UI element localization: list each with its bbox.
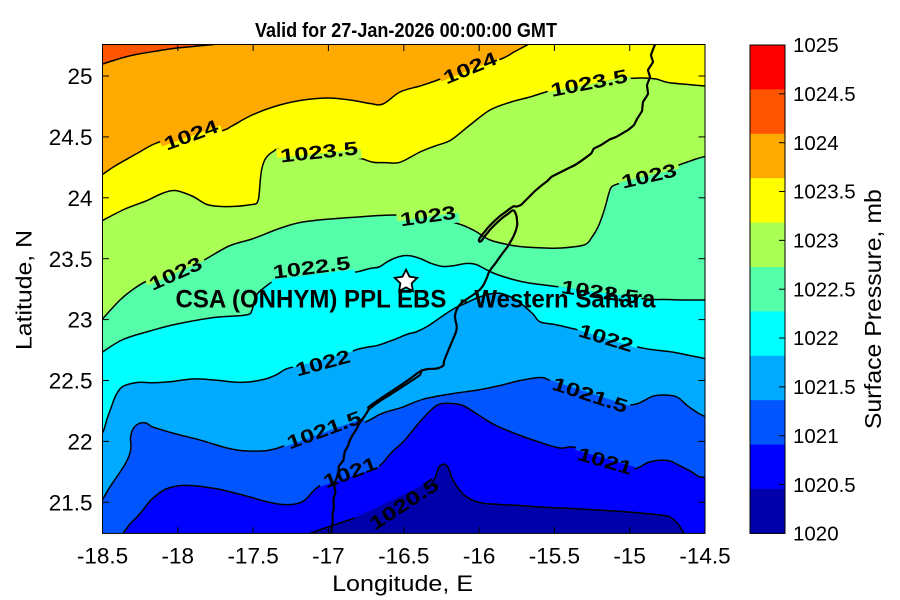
- svg-text:-15.5: -15.5: [529, 544, 580, 569]
- svg-text:1021: 1021: [793, 425, 839, 448]
- svg-text:-14.5: -14.5: [679, 544, 730, 569]
- svg-text:-15: -15: [613, 544, 646, 569]
- svg-text:24: 24: [67, 186, 92, 211]
- svg-text:-18.5: -18.5: [77, 544, 128, 569]
- svg-text:1024.5: 1024.5: [793, 83, 856, 106]
- svg-text:-16.5: -16.5: [378, 544, 429, 569]
- svg-text:1022.5: 1022.5: [793, 278, 856, 301]
- svg-text:-16: -16: [463, 544, 496, 569]
- svg-text:-17.5: -17.5: [227, 544, 278, 569]
- svg-text:25: 25: [67, 64, 92, 89]
- svg-text:1020: 1020: [793, 523, 839, 546]
- svg-text:1025: 1025: [793, 34, 839, 57]
- svg-text:1024: 1024: [793, 132, 839, 155]
- svg-text:23: 23: [67, 308, 92, 333]
- svg-text:1023: 1023: [793, 230, 839, 253]
- svg-text:-18: -18: [162, 544, 195, 569]
- svg-text:22.5: 22.5: [49, 369, 93, 394]
- svg-text:Longitude, E: Longitude, E: [332, 571, 473, 596]
- svg-text:22: 22: [67, 430, 92, 455]
- svg-text:Valid for 27-Jan-2026 00:00:00: Valid for 27-Jan-2026 00:00:00 GMT: [255, 19, 557, 42]
- svg-text:-17: -17: [312, 544, 345, 569]
- svg-text:1022: 1022: [793, 327, 839, 350]
- svg-text:CSA (ONHYM) PPL EBS - Western: CSA (ONHYM) PPL EBS - Western Sahara: [176, 286, 657, 314]
- svg-text:Surface Pressure, mb: Surface Pressure, mb: [860, 189, 886, 429]
- svg-text:1021.5: 1021.5: [793, 376, 856, 399]
- svg-text:21.5: 21.5: [49, 490, 93, 515]
- svg-text:23.5: 23.5: [49, 247, 93, 272]
- svg-text:1023.5: 1023.5: [793, 181, 856, 204]
- svg-text:24.5: 24.5: [49, 125, 93, 150]
- svg-text:Latitude, N: Latitude, N: [12, 230, 37, 350]
- svg-text:1020.5: 1020.5: [793, 474, 856, 497]
